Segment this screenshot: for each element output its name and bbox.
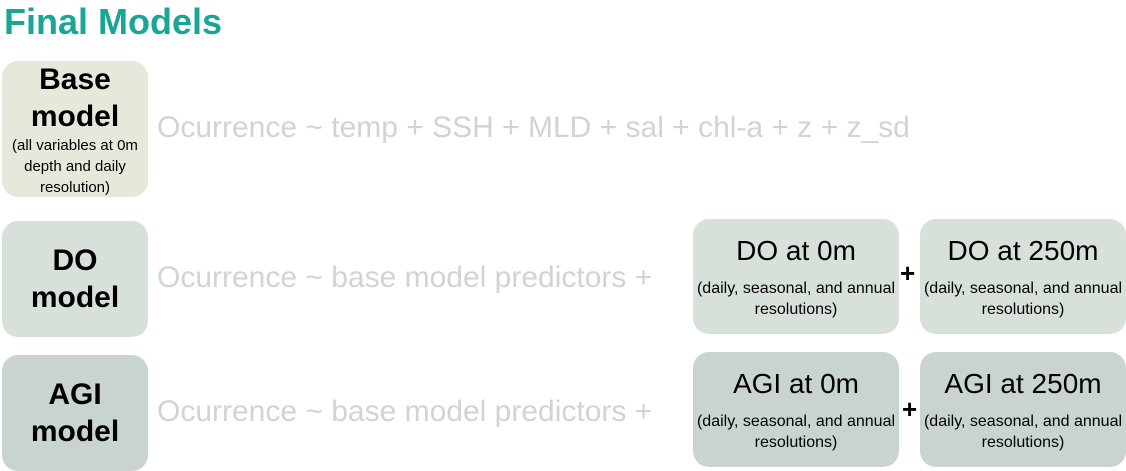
do-250m-label: DO at 250m (947, 234, 1099, 266)
do-model-label: DO model (30, 244, 120, 314)
page-title: Final Models (4, 1, 223, 42)
do-250m-predictor-box: DO at 250m (daily, seasonal, and annual … (920, 219, 1126, 334)
do-0m-label: DO at 0m (736, 234, 856, 266)
agi-model-formula: Ocurrence ~ base model predictors + (157, 395, 653, 428)
agi-0m-label: AGI at 0m (732, 367, 860, 399)
do-model-formula: Ocurrence ~ base model predictors + (157, 261, 653, 294)
agi-0m-predictor-box: AGI at 0m (daily, seasonal, and annual r… (693, 352, 899, 467)
base-model-formula: Ocurrence ~ temp + SSH + MLD + sal + chl… (157, 111, 910, 144)
base-model-note: (all variables at 0m depth and daily res… (12, 136, 138, 196)
agi-250m-label: AGI at 250m (944, 367, 1102, 399)
do-model-box: DO model (2, 221, 148, 337)
base-model-box: Base model (all variables at 0m depth an… (2, 61, 148, 197)
base-model-label: Base model (30, 62, 120, 133)
agi-model-box: AGI model (2, 355, 148, 471)
agi-0m-note: (daily, seasonal, and annual resolutions… (696, 412, 896, 451)
agi-plus-sign: + (902, 394, 918, 424)
do-250m-note: (daily, seasonal, and annual resolutions… (923, 279, 1123, 318)
do-plus-sign: + (900, 258, 916, 288)
agi-model-label: AGI model (30, 378, 120, 448)
do-0m-predictor-box: DO at 0m (daily, seasonal, and annual re… (693, 219, 899, 334)
agi-250m-predictor-box: AGI at 250m (daily, seasonal, and annual… (920, 352, 1126, 467)
agi-250m-note: (daily, seasonal, and annual resolutions… (923, 412, 1123, 451)
do-0m-note: (daily, seasonal, and annual resolutions… (696, 279, 896, 318)
